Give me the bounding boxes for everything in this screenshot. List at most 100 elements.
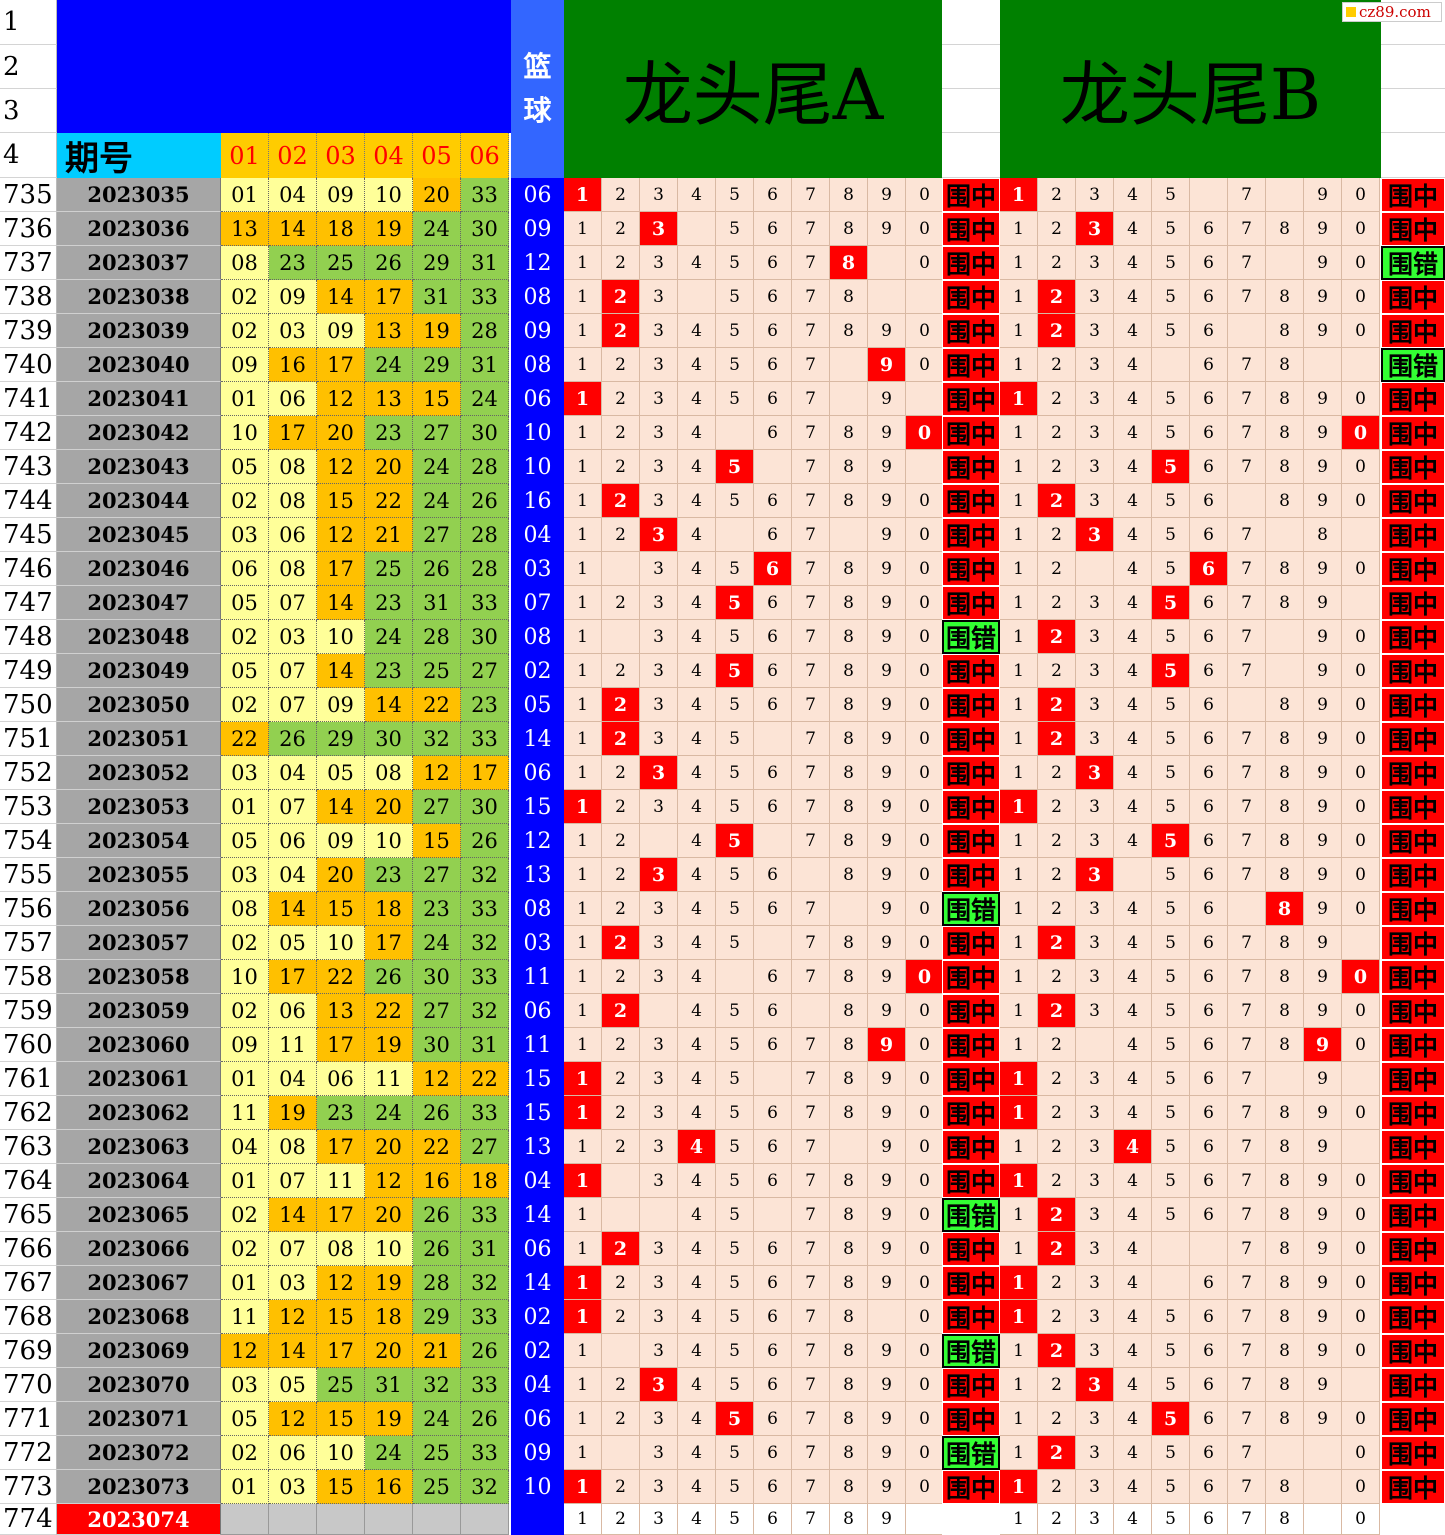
- red-ball-cell: 04: [269, 858, 317, 892]
- row-number[interactable]: 772: [0, 1436, 57, 1470]
- row-number[interactable]: 748: [0, 620, 57, 654]
- row-number[interactable]: 765: [0, 1198, 57, 1232]
- row-number[interactable]: 744: [0, 484, 57, 518]
- period-cell: 2023039: [57, 314, 221, 348]
- tail-digit-b: 0: [1342, 280, 1380, 314]
- row-number[interactable]: 763: [0, 1130, 57, 1164]
- tail-digit-b: 0: [1342, 1300, 1380, 1334]
- result-badge-b: 围中: [1381, 450, 1445, 484]
- row-number[interactable]: 742: [0, 416, 57, 450]
- row-number[interactable]: 774: [0, 1504, 57, 1535]
- red-ball-cell: 21: [413, 1334, 461, 1368]
- red-ball-cell: 11: [317, 1164, 365, 1198]
- tail-digit-a: 2: [602, 1300, 640, 1334]
- red-ball-cell: 17: [365, 280, 413, 314]
- red-ball-cell: 24: [365, 1096, 413, 1130]
- tail-digit-a: 4: [678, 382, 716, 416]
- row-number[interactable]: 741: [0, 382, 57, 416]
- red-ball-cell: 22: [461, 1062, 509, 1096]
- period-cell: 2023044: [57, 484, 221, 518]
- row-number[interactable]: 735: [0, 178, 57, 212]
- row-number[interactable]: 758: [0, 960, 57, 994]
- red-ball-cell: 14: [365, 688, 413, 722]
- red-ball-cell: 33: [461, 280, 509, 314]
- tail-digit-a: [868, 1300, 906, 1334]
- row-number[interactable]: 760: [0, 1028, 57, 1062]
- row-number[interactable]: 756: [0, 892, 57, 926]
- tail-digit-a: 6: [754, 484, 792, 518]
- watermark-text: cz89.com: [1359, 3, 1431, 21]
- row-number[interactable]: 747: [0, 586, 57, 620]
- tail-digit-b: 6: [1190, 790, 1228, 824]
- tail-digit-b: 3: [1076, 280, 1114, 314]
- tail-digit-a: 1: [564, 790, 602, 824]
- row-number[interactable]: 773: [0, 1470, 57, 1504]
- red-ball-cell: 23: [269, 246, 317, 280]
- row-number[interactable]: 746: [0, 552, 57, 586]
- tail-digit-b: [1228, 892, 1266, 926]
- row-number[interactable]: 740: [0, 348, 57, 382]
- tail-digit-a: 1: [564, 450, 602, 484]
- row-number[interactable]: 739: [0, 314, 57, 348]
- row-number[interactable]: 4: [0, 133, 57, 178]
- row-number[interactable]: 770: [0, 1368, 57, 1402]
- row-number[interactable]: 1: [0, 0, 57, 45]
- tail-digit-a: 8: [830, 552, 868, 586]
- red-ball-cell: 03: [221, 858, 269, 892]
- period-cell: 2023052: [57, 756, 221, 790]
- result-badge-a: 围中: [942, 1062, 1000, 1096]
- row-number[interactable]: 752: [0, 756, 57, 790]
- basketball-cell: 10: [511, 1470, 564, 1504]
- tail-digit-a: 2: [602, 790, 640, 824]
- row-number[interactable]: 759: [0, 994, 57, 1028]
- row-number[interactable]: 736: [0, 212, 57, 246]
- row-number[interactable]: 737: [0, 246, 57, 280]
- row-number[interactable]: 3: [0, 89, 57, 133]
- tail-digit-a: 1: [564, 1334, 602, 1368]
- row-number[interactable]: 749: [0, 654, 57, 688]
- tail-digit-a: 7: [792, 1368, 830, 1402]
- row-number[interactable]: 2: [0, 45, 57, 89]
- tail-digit-b: 9: [1304, 790, 1342, 824]
- row-number[interactable]: 757: [0, 926, 57, 960]
- tail-digit-b: 6: [1190, 858, 1228, 892]
- tail-digit-b: 8: [1266, 450, 1304, 484]
- result-badge-a: 围中: [942, 314, 1000, 348]
- tail-digit-a: 8: [830, 688, 868, 722]
- period-cell: 2023057: [57, 926, 221, 960]
- tail-digit-a: 9: [868, 620, 906, 654]
- period-cell: 2023038: [57, 280, 221, 314]
- tail-digit-a: 9: [868, 756, 906, 790]
- row-number[interactable]: 743: [0, 450, 57, 484]
- row-number[interactable]: 751: [0, 722, 57, 756]
- tail-digit-a: 7: [792, 1266, 830, 1300]
- row-number[interactable]: 767: [0, 1266, 57, 1300]
- basketball-cell: 14: [511, 1266, 564, 1300]
- row-number[interactable]: 766: [0, 1232, 57, 1266]
- row-number[interactable]: 768: [0, 1300, 57, 1334]
- row-number[interactable]: 761: [0, 1062, 57, 1096]
- row-number[interactable]: 771: [0, 1402, 57, 1436]
- row-number[interactable]: 762: [0, 1096, 57, 1130]
- row-number[interactable]: 764: [0, 1164, 57, 1198]
- tail-digit-a: 4: [678, 620, 716, 654]
- tail-digit-a: 1: [564, 824, 602, 858]
- tail-digit-a: 9: [868, 824, 906, 858]
- row-number[interactable]: 750: [0, 688, 57, 722]
- row-number[interactable]: 753: [0, 790, 57, 824]
- row-number[interactable]: 754: [0, 824, 57, 858]
- tail-digit-b: [1228, 688, 1266, 722]
- result-badge-b: 围中: [1381, 1402, 1445, 1436]
- basketball-cell: 12: [511, 246, 564, 280]
- row-number[interactable]: 738: [0, 280, 57, 314]
- row-number[interactable]: 755: [0, 858, 57, 892]
- tail-digit-b: 8: [1266, 1266, 1304, 1300]
- red-ball-cell: 26: [461, 1334, 509, 1368]
- tail-digit-b: 6: [1190, 1096, 1228, 1130]
- basketball-cell: 06: [511, 1232, 564, 1266]
- tail-digit-b: 3: [1076, 212, 1114, 246]
- tail-digit-a: 9: [868, 790, 906, 824]
- row-number[interactable]: 769: [0, 1334, 57, 1368]
- tail-digit-b: 1: [1000, 1266, 1038, 1300]
- row-number[interactable]: 745: [0, 518, 57, 552]
